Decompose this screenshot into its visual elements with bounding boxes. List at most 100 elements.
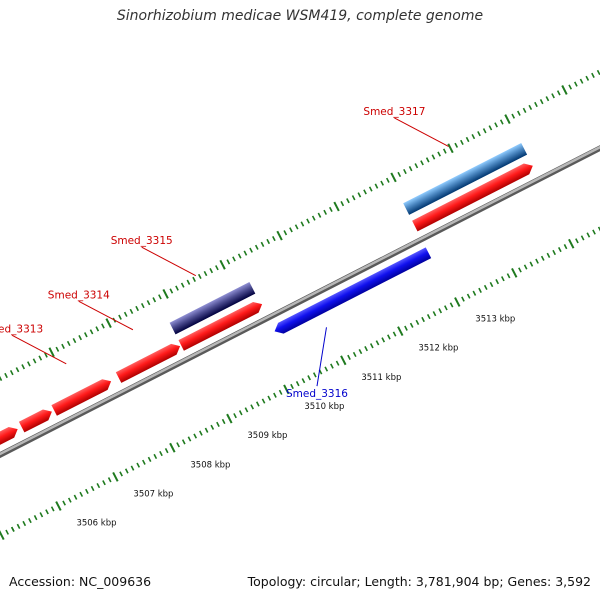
lower-tick <box>102 480 106 486</box>
gene-smed-3316 <box>274 247 432 334</box>
lower-tick <box>478 287 482 293</box>
tick-label: 3506 kbp <box>76 519 116 529</box>
upper-tick <box>442 148 447 154</box>
lower-tick <box>552 249 556 256</box>
upper-tick <box>568 84 573 90</box>
upper-tick <box>61 343 65 349</box>
upper-tick <box>289 227 293 233</box>
lower-tick <box>164 448 169 454</box>
gene-smed-3314 <box>115 343 181 383</box>
lower-tick <box>387 334 391 340</box>
lower-tick <box>169 442 176 453</box>
lower-tick <box>518 267 522 273</box>
tick-label: 3511 kbp <box>361 373 401 383</box>
lower-tick <box>45 509 49 515</box>
upper-tick <box>306 218 310 224</box>
genome-summary-text: Topology: circular; Length: 3,781,904 bp… <box>247 574 591 589</box>
upper-tick <box>55 346 60 352</box>
upper-tick <box>346 198 350 204</box>
lower-tick <box>261 398 266 404</box>
upper-tick <box>340 201 345 207</box>
upper-tick <box>499 119 504 125</box>
gene-label-leader <box>11 334 67 365</box>
lower-tick <box>130 465 135 471</box>
upper-tick <box>504 114 511 125</box>
upper-tick <box>9 370 14 376</box>
lower-tick <box>381 337 386 343</box>
lower-tick <box>39 512 44 518</box>
gene-arrow <box>0 427 18 445</box>
upper-tick <box>123 311 128 317</box>
lower-tick <box>592 229 596 235</box>
upper-tick <box>276 230 283 241</box>
lower-tick <box>340 355 347 366</box>
lower-tick <box>489 281 494 288</box>
lower-tick <box>307 375 311 381</box>
upper-tick <box>66 340 71 347</box>
lower-tick <box>159 450 163 457</box>
tick-label: 3508 kbp <box>190 460 230 470</box>
lower-tick <box>79 491 84 497</box>
lower-tick <box>147 456 152 462</box>
upper-tick <box>44 352 48 358</box>
tick-label: 3509 kbp <box>247 431 287 441</box>
lower-tick <box>153 453 158 460</box>
lower-tick <box>369 343 374 349</box>
lower-tick <box>0 530 5 541</box>
upper-tick <box>311 215 316 221</box>
lower-tick <box>22 520 27 527</box>
lower-tick <box>529 261 534 267</box>
lower-tick <box>199 430 203 436</box>
lower-tick <box>85 488 89 495</box>
lower-tick <box>444 305 448 311</box>
lower-tick <box>226 413 233 424</box>
lower-tick <box>62 500 66 506</box>
upper-tick <box>237 253 242 259</box>
upper-tick <box>260 241 265 247</box>
upper-tick <box>574 81 578 87</box>
upper-tick <box>465 136 470 143</box>
upper-tick <box>397 171 402 178</box>
lower-tick <box>415 319 420 326</box>
lower-tick <box>142 459 146 465</box>
gene-label-leader <box>394 117 449 147</box>
lower-tick <box>107 477 112 483</box>
upper-tick <box>368 186 373 192</box>
upper-tick <box>460 139 464 145</box>
gene-label-leader <box>316 327 327 387</box>
gene-label: Smed_3315 <box>111 235 173 247</box>
lower-tick <box>136 462 141 468</box>
lower-tick <box>290 383 294 390</box>
upper-tick <box>186 279 191 285</box>
lower-tick <box>221 418 226 425</box>
upper-tick <box>596 69 600 76</box>
upper-tick <box>78 335 82 341</box>
lower-tick <box>267 395 272 401</box>
upper-tick <box>556 90 561 96</box>
upper-tick <box>528 104 533 111</box>
gene-smed-3315 <box>169 282 256 335</box>
upper-tick <box>374 183 379 189</box>
lower-tick <box>563 244 568 250</box>
lower-tick <box>568 238 575 249</box>
upper-tick <box>545 96 550 102</box>
upper-tick <box>266 238 271 245</box>
upper-tick <box>105 318 112 328</box>
upper-tick <box>300 221 305 227</box>
lower-tick <box>523 264 528 270</box>
upper-tick <box>551 93 555 99</box>
lower-tick <box>312 372 317 378</box>
upper-tick <box>158 294 162 300</box>
gene-label: Smed_3317 <box>363 106 425 118</box>
upper-tick <box>351 195 356 201</box>
lower-tick <box>352 351 357 358</box>
upper-tick <box>169 288 174 294</box>
upper-tick <box>447 143 454 154</box>
tick-label: 3513 kbp <box>475 315 515 325</box>
upper-tick <box>561 85 568 95</box>
gene-arrow <box>178 302 263 351</box>
upper-tick <box>192 276 196 282</box>
lower-tick <box>204 427 209 433</box>
upper-tick <box>32 358 37 364</box>
lower-tick <box>273 392 277 398</box>
